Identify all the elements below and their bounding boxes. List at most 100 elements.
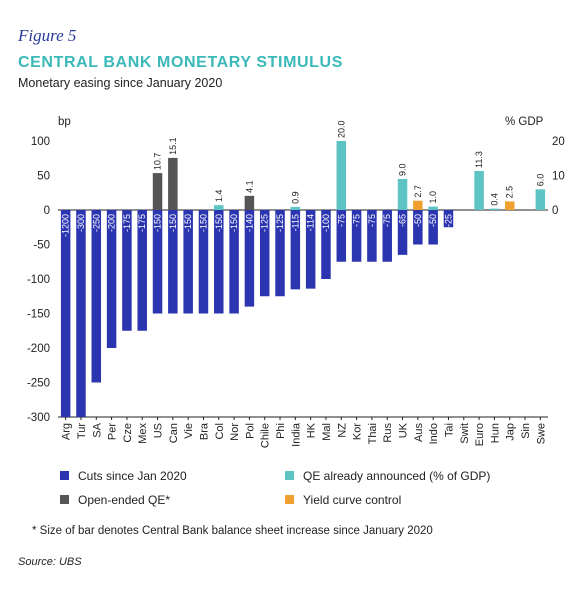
qe-bar: [397, 178, 408, 210]
gdp-value-label: 1.4: [214, 190, 224, 203]
left-tick-label: -150: [27, 309, 50, 321]
cuts-bar: [336, 210, 347, 262]
cuts-bar: [60, 210, 71, 417]
cuts-bar: [259, 210, 270, 297]
cuts-value-label: -75: [352, 214, 362, 227]
cuts-value-label: -150: [153, 214, 163, 232]
cuts-value-label: -250: [91, 214, 101, 232]
category-label: Nor: [229, 423, 241, 441]
cuts-bar: [91, 210, 102, 383]
category-label: HK: [306, 422, 318, 438]
category-label: Thai: [367, 423, 379, 444]
cuts-value-label: -50: [428, 214, 438, 227]
cuts-value-label: -200: [107, 214, 117, 232]
qe-bar: [535, 189, 546, 210]
gdp-value-label: 2.5: [505, 186, 515, 199]
cuts-bar: [137, 210, 147, 331]
figure-label: Figure 5: [18, 26, 77, 45]
right-tick-label: 10: [552, 171, 565, 183]
cuts-value-label: -75: [336, 214, 346, 227]
category-label: Swit: [459, 423, 471, 444]
gdp-value-label: 10.7: [153, 153, 163, 171]
left-tick-label: -50: [33, 240, 50, 252]
cuts-value-label: -175: [137, 214, 147, 232]
gdp-value-label: 0.9: [290, 191, 300, 204]
cuts-value-label: -175: [122, 214, 132, 232]
gdp-value-label: 1.0: [428, 191, 438, 204]
cuts-value-label: -140: [244, 214, 254, 232]
open-qe-bar: [244, 195, 255, 210]
cuts-value-label: -1200: [61, 214, 71, 237]
category-label: Vie: [183, 423, 195, 439]
qe-bar: [214, 205, 224, 210]
cuts-bar: [76, 210, 86, 417]
category-label: SA: [91, 422, 103, 437]
open-qe-bar: [152, 173, 163, 210]
cuts-value-label: -125: [275, 214, 285, 232]
cuts-bar: [443, 210, 454, 228]
cuts-value-label: -50: [413, 214, 423, 227]
gdp-value-label: 11.3: [474, 151, 484, 168]
legend-label: Open-ended QE*: [78, 493, 170, 507]
cuts-bar: [198, 210, 209, 314]
cuts-value-label: -115: [290, 214, 300, 231]
category-label: NZ: [336, 423, 348, 438]
category-label: Euro: [474, 423, 486, 446]
category-label: Can: [168, 423, 180, 443]
category-label: Swe: [535, 423, 547, 444]
category-label: Per: [107, 423, 119, 440]
cuts-bar: [122, 210, 132, 331]
gdp-value-label: 4.1: [244, 180, 254, 193]
category-label: Hun: [489, 423, 501, 443]
left-tick-label: 50: [37, 171, 50, 183]
cuts-value-label: -150: [214, 214, 224, 232]
cuts-bar: [275, 210, 285, 297]
category-label: Chile: [260, 423, 272, 448]
category-label: Aus: [413, 423, 425, 442]
category-label: Tur: [76, 423, 88, 439]
cuts-bar: [351, 210, 362, 262]
cuts-value-label: -75: [367, 214, 377, 227]
left-tick-label: 100: [31, 136, 50, 148]
legend-label: Cuts since Jan 2020: [78, 469, 187, 483]
category-label: Sin: [520, 423, 532, 439]
gdp-value-label: 15.1: [168, 137, 178, 155]
category-label: Pol: [244, 423, 256, 439]
cuts-value-label: -150: [168, 214, 178, 232]
qe-bar: [336, 141, 347, 210]
category-label: Kor: [352, 423, 364, 440]
cuts-bar: [106, 210, 117, 348]
cuts-bar: [244, 210, 255, 307]
category-label: Phi: [275, 423, 287, 439]
legend-swatch-ycc: [285, 495, 294, 504]
cuts-bar: [168, 210, 178, 314]
left-tick-label: 0: [44, 205, 50, 217]
category-label: Bra: [198, 422, 210, 440]
cuts-value-label: -150: [183, 214, 193, 232]
cuts-value-label: -25: [443, 214, 453, 227]
cuts-value-label: -150: [229, 214, 239, 232]
cuts-value-label: -65: [398, 214, 408, 227]
cuts-value-label: -114: [306, 214, 316, 231]
chart-footnote: * Size of bar denotes Central Bank balan…: [32, 525, 433, 537]
category-label: US: [153, 423, 165, 438]
cuts-value-label: -100: [321, 214, 331, 232]
right-axis-label: % GDP: [505, 116, 544, 128]
cuts-bar: [382, 210, 392, 262]
category-label: India: [290, 422, 302, 447]
legend-swatch-qe: [285, 471, 294, 480]
legend-swatch-open-qe: [60, 495, 69, 504]
chart-subtitle: Monetary easing since January 2020: [18, 76, 223, 90]
gdp-value-label: 20.0: [336, 120, 346, 138]
cuts-bar: [290, 210, 301, 290]
category-label: Tai: [443, 423, 455, 437]
category-label: Col: [214, 423, 226, 440]
cuts-bar: [367, 210, 377, 262]
category-label: Mex: [137, 423, 149, 444]
legend-label: QE already announced (% of GDP): [303, 469, 490, 483]
category-label: UK: [398, 422, 410, 438]
left-tick-label: -250: [27, 378, 50, 390]
cuts-bar: [397, 210, 408, 255]
cuts-bar: [183, 210, 193, 314]
cuts-bar: [214, 210, 224, 314]
